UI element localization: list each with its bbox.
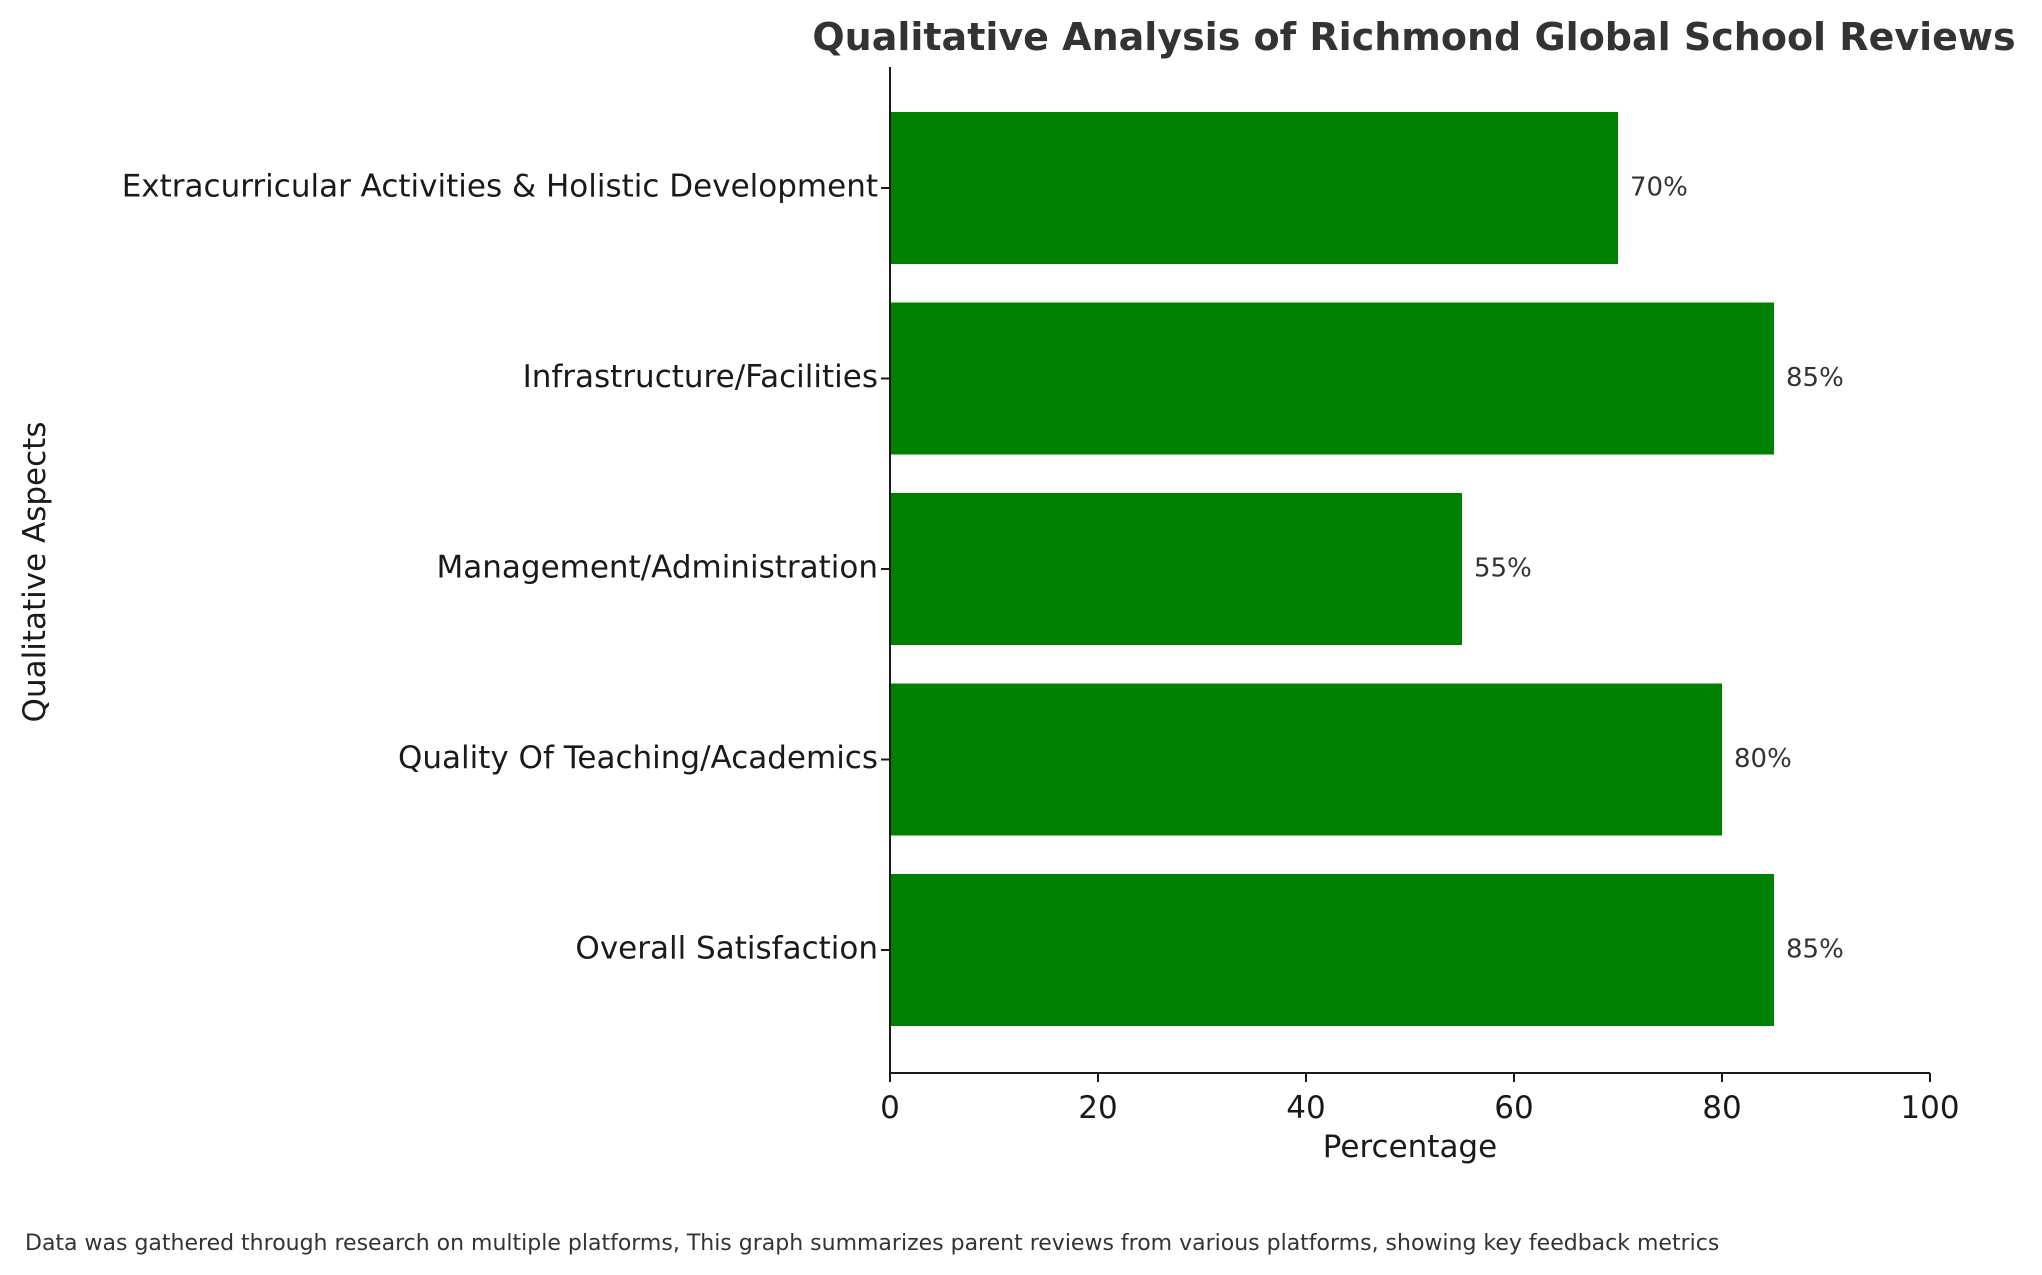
- x-tick-label-40: 40: [1286, 1090, 1325, 1126]
- chart-title: Qualitative Analysis of Richmond Global …: [812, 15, 2015, 59]
- bar-3: [890, 302, 1774, 455]
- bars-layer: [890, 112, 1774, 1026]
- value-label-2: 55%: [1474, 554, 1532, 584]
- y-ticks-layer: Extracurricular Activities & Holistic De…: [122, 169, 890, 967]
- value-label-1: 80%: [1734, 744, 1792, 774]
- bar-1: [890, 683, 1722, 836]
- bar-2: [890, 493, 1462, 645]
- y-tick-label-3: Infrastructure/Facilities: [523, 359, 878, 395]
- value-label-3: 85%: [1786, 363, 1844, 393]
- x-tick-label-80: 80: [1702, 1090, 1741, 1126]
- bar-0: [890, 874, 1774, 1026]
- footnote: Data was gathered through research on mu…: [25, 1231, 1719, 1256]
- x-tick-label-20: 20: [1078, 1090, 1117, 1126]
- value-label-4: 70%: [1630, 173, 1688, 203]
- x-ticks-layer: 0 20 40 60 80 100: [880, 1073, 1960, 1126]
- y-tick-label-4: Extracurricular Activities & Holistic De…: [122, 169, 878, 205]
- bar-4: [890, 112, 1618, 264]
- value-labels-layer: 70% 85% 55% 80% 85%: [1474, 173, 1844, 965]
- y-tick-label-0: Overall Satisfaction: [575, 931, 878, 967]
- y-tick-label-1: Quality Of Teaching/Academics: [398, 740, 878, 776]
- value-label-0: 85%: [1786, 935, 1844, 965]
- y-tick-label-2: Management/Administration: [437, 550, 879, 586]
- y-axis-label: Qualitative Aspects: [17, 422, 53, 723]
- x-tick-label-60: 60: [1494, 1090, 1533, 1126]
- x-tick-label-0: 0: [880, 1090, 900, 1126]
- x-tick-label-100: 100: [1900, 1090, 1959, 1126]
- x-axis-label: Percentage: [1323, 1129, 1497, 1165]
